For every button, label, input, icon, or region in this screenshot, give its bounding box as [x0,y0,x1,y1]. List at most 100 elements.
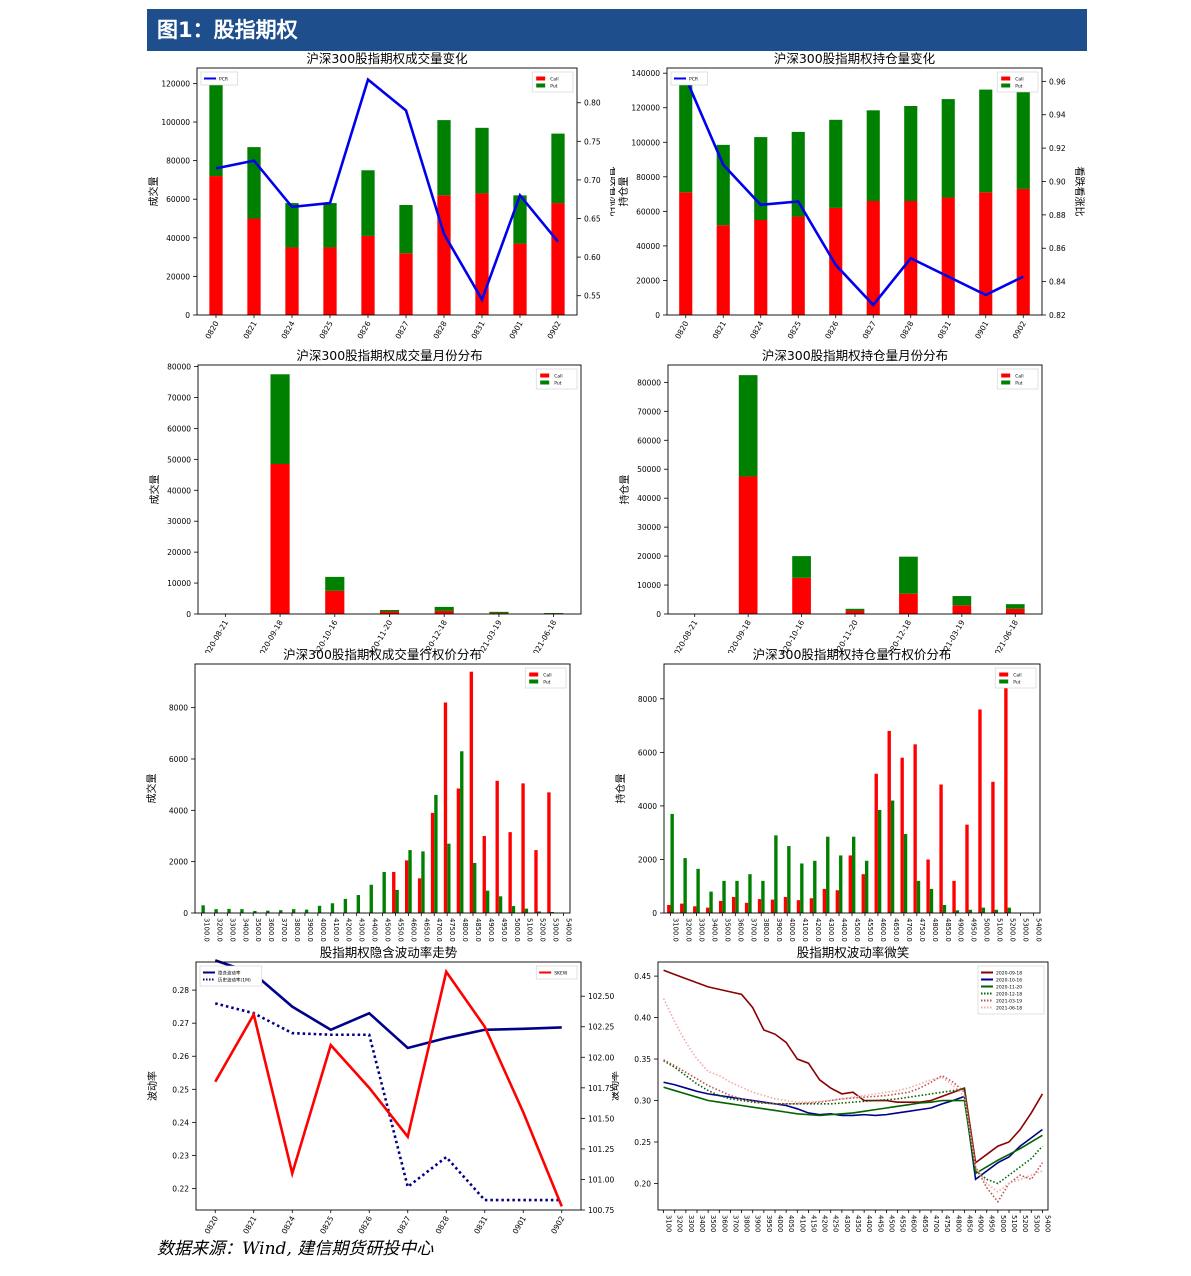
volatility-smile-chart: 股指期权波动率微笑 0.20 0.25 0.30 0.35 0.40 0.45 波动率 3100… [612,945,1051,1232]
vol-smile-legend-label: 2020-10-16 [996,978,1022,984]
volume-strike-ytick-label: 4000 [169,806,188,815]
open-interest-monthly-chart: 沪深300股指期权持仓量月份分布 0 10000 20000 30000 40000 500… [618,348,1043,653]
oi-monthly-ytick-label: 60000 [637,436,661,445]
volume-strike-bar-put [421,851,425,913]
oi-strike-bar-call [680,903,684,913]
oi-strike-bar-put [670,813,674,913]
oi-strike-title: 沪深300股指期权持仓量行权价分布 [753,648,952,662]
iv-trend-y2tick-label: 101.75 [588,1084,614,1093]
oi-daily-bar-put [791,131,805,217]
volume-strike-xtick-label: 3100.0 [202,918,210,942]
oi-strike-bar-call [991,781,995,913]
volume-daily-legend-label: PCR [219,77,228,83]
vol-smile-ytick-label: 0.45 [634,972,651,981]
oi-daily-legend-swatch [1001,83,1011,88]
iv-trend-xtick-label: 0831 [472,1214,489,1234]
oi-daily-xtick-label: 0821 [711,319,728,340]
volume-strike-bar-put [537,911,542,913]
oi-strike-legend-swatch [999,679,1009,684]
oi-daily-xtick-label: 0827 [861,319,878,340]
volume-strike-xtick-label: 3600.0 [267,918,275,942]
volume-monthly-ytick-label: 80000 [167,363,191,372]
oi-monthly-ytick-label: 10000 [637,581,661,590]
oi-strike-bar-put [722,880,726,913]
oi-strike-ytick-label: 8000 [638,695,657,704]
volume-strike-legend-swatch [529,679,539,684]
volume-strike-bar-call [495,780,499,913]
volume-daily-xtick-label: 0826 [355,319,372,340]
iv-trend-legend-label: SKEW [554,971,568,977]
oi-monthly-bar-call [792,577,811,614]
oi-monthly-bar-put [899,556,918,594]
iv-trend-ytick-label: 0.27 [172,1019,189,1028]
volume-strike-bar-put [227,908,231,913]
oi-strike-bar-put [800,863,804,913]
volume-daily-xtick-label: 0827 [393,319,410,340]
volume-strike-bar-call [469,671,474,913]
oi-daily-bar-call [979,192,993,315]
volume-daily-ylabel: 成交量 [147,177,160,207]
oi-monthly-ytick-label: 80000 [637,378,661,387]
volume-daily-ytick-label: 100000 [161,118,190,127]
volume-strike-xtick-label: 4200.0 [345,918,353,942]
iv-trend-y2tick-label: 102.25 [588,1023,614,1032]
oi-strike-bar-call [667,904,671,913]
volume-strike-xtick-label: 4300.0 [358,918,366,942]
open-interest-strike-chart: 沪深300股指期权持仓量行权价分布 0 2000 4000 6000 8000 持仓量 310… [614,648,1043,942]
volume-strike-xtick-label: 5300.0 [552,918,560,942]
vol-smile-xtick-label: 4350 [854,1215,862,1232]
vol-smile-legend-label: 2021-06-18 [996,1006,1022,1012]
oi-daily-xtick-label: 0826 [823,319,840,340]
oi-daily-y2tick-label: 0.86 [1049,244,1066,253]
oi-daily-bar-put [941,99,955,198]
oi-daily-plot-frame [666,67,1043,316]
oi-strike-xtick-label: 4100.0 [801,918,809,942]
volume-strike-xtick-label: 4500.0 [384,918,392,942]
volume-daily-bar-call [399,253,413,315]
volume-daily-bar-put [285,203,299,248]
vol-smile-ytick-label: 0.20 [634,1179,651,1188]
volume-strike-xtick-label: 4850.0 [474,918,482,942]
volume-monthly-bar-call [325,590,345,614]
oi-strike-ylabel: 持仓量 [614,774,627,804]
volume-strike-bar-put [356,895,360,913]
iv-trend-title: 股指期权隐含波动率走势 [320,945,458,960]
vol-smile-xtick-label: 3800 [743,1215,751,1232]
oi-daily-ytick-label: 60000 [636,207,660,216]
volume-daily-y2label: 看跌看涨比 [608,167,615,217]
volume-monthly-bar-call [270,463,290,614]
volume-daily-plot-frame [196,67,578,316]
volume-strike-bar-put [253,910,257,913]
volume-monthly-bar-call [434,610,454,614]
vol-smile-xtick-label: 4000 [776,1215,784,1232]
oi-strike-legend-label: Put [1013,680,1020,686]
vol-smile-series-line [663,1086,1043,1175]
volume-monthly-ytick-label: 30000 [167,517,191,526]
oi-strike-plot-frame [663,663,1041,914]
oi-daily-bar-put [829,119,843,208]
volume-strike-xtick-label: 3500.0 [254,918,262,942]
vol-smile-xtick-label: 4050 [787,1215,795,1232]
oi-strike-ytick-label: 0 [652,909,657,918]
volume-daily-xtick-label: 0902 [545,319,562,340]
volume-monthly-chart: 沪深300股指期权成交量月份分布 0 10000 20000 30000 40000 500… [148,348,582,653]
volume-strike-bar-call [482,835,486,913]
oi-strike-xtick-label: 3800.0 [762,918,770,942]
volume-strike-bar-call [547,792,551,913]
oi-strike-bar-put [981,907,986,913]
volume-monthly-ytick-label: 20000 [167,548,191,557]
oi-strike-bar-put [942,904,947,913]
volume-strike-bar-put [343,898,348,913]
volume-monthly-bar-put [434,606,454,611]
volume-strike-bar-call [405,860,409,913]
vol-smile-xtick-label: 5200 [1021,1215,1029,1232]
volume-strike-bar-put [382,871,386,913]
oi-monthly-legend-swatch [1001,373,1011,378]
volume-strike-bar-put [408,850,412,913]
volume-strike-bar-put [498,896,503,913]
oi-strike-xtick-label: 5300.0 [1022,918,1030,942]
volume-strike-xtick-label: 5200.0 [539,918,547,942]
vol-smile-xtick-label: 3600 [720,1215,728,1232]
oi-daily-bar-put [754,137,768,220]
oi-strike-bar-put [696,868,700,913]
